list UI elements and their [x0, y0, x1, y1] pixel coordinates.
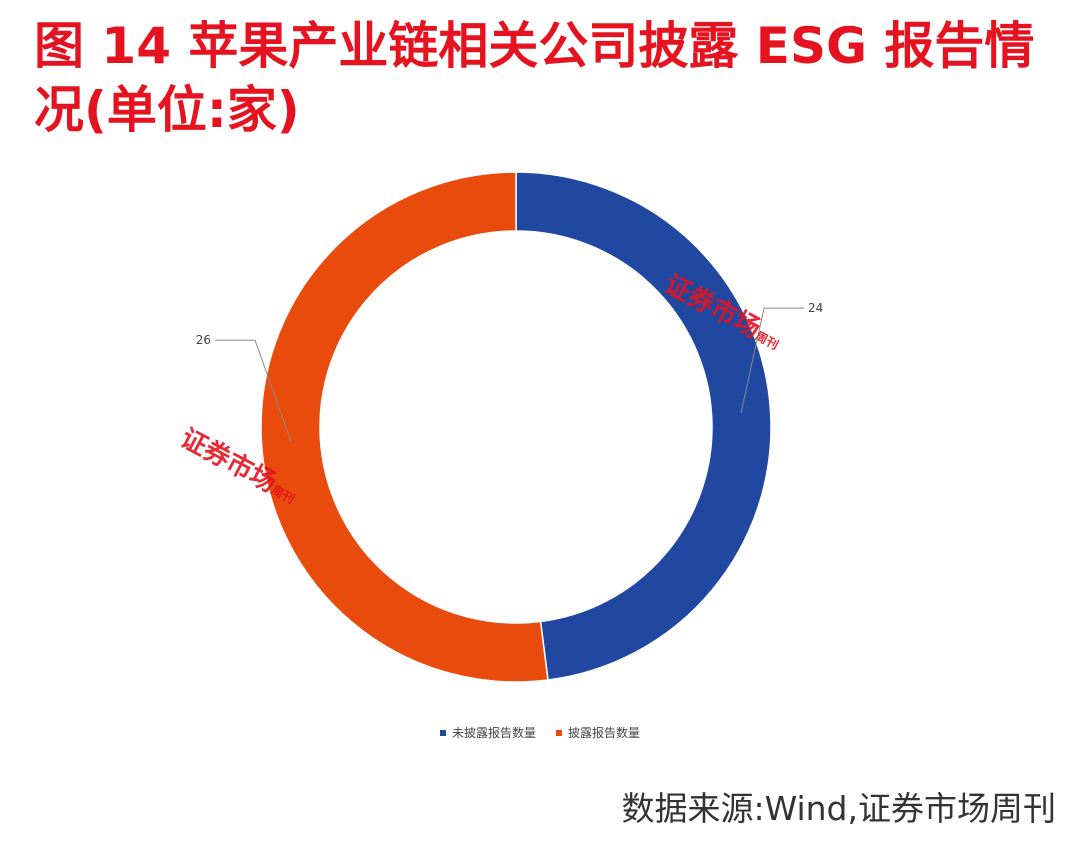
data-label: 26 — [196, 333, 211, 347]
chart-title: 图 14 苹果产业链相关公司披露 ESG 报告情况(单位:家) — [34, 17, 1035, 139]
legend-item: 未披露报告数量 — [439, 724, 536, 741]
legend-swatch-blue — [439, 729, 446, 736]
legend-label: 披露报告数量 — [568, 726, 641, 740]
slices — [260, 171, 772, 683]
source-note: 数据来源:Wind,证券市场周刊 — [621, 789, 1056, 828]
donut-chart: 24 26 — [196, 171, 823, 683]
data-labels: 24 26 — [196, 301, 823, 442]
legend-swatch-orange — [556, 729, 562, 736]
slice-1 — [260, 171, 549, 683]
leader-line — [740, 307, 805, 413]
leader-line — [215, 339, 292, 442]
legend-item: 披露报告数量 — [556, 724, 640, 741]
legend: 未披露报告数量 披露报告数量 — [0, 724, 1080, 741]
data-label: 24 — [808, 301, 823, 315]
legend-label: 未披露报告数量 — [451, 726, 536, 740]
slice-0 — [515, 171, 772, 681]
